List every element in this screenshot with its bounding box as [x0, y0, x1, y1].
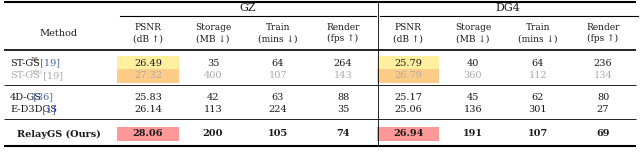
Text: 25.83: 25.83 — [134, 93, 162, 101]
Text: Render
(fps ↑): Render (fps ↑) — [586, 23, 620, 43]
Text: 360: 360 — [464, 72, 483, 80]
Text: 27: 27 — [596, 106, 609, 114]
Text: 191: 191 — [463, 129, 483, 138]
Text: ST-GS: ST-GS — [10, 72, 40, 80]
Text: 26.49: 26.49 — [134, 59, 162, 68]
Text: 45: 45 — [467, 93, 479, 101]
Text: 26.14: 26.14 — [134, 106, 162, 114]
Text: Render
(fps ↑): Render (fps ↑) — [326, 23, 360, 43]
Text: 27.32: 27.32 — [134, 72, 162, 80]
Text: [19]: [19] — [37, 59, 60, 68]
Text: 26.94: 26.94 — [393, 129, 423, 138]
Text: Train
(mins ↓): Train (mins ↓) — [518, 23, 557, 43]
Text: 134: 134 — [594, 72, 612, 80]
Text: 88: 88 — [337, 93, 349, 101]
Text: ST-GS: ST-GS — [10, 59, 40, 68]
Text: Train
(mins ↓): Train (mins ↓) — [259, 23, 298, 43]
Text: PSNR
(dB ↑): PSNR (dB ↑) — [133, 23, 163, 43]
Text: 35: 35 — [207, 59, 219, 68]
Text: 64: 64 — [532, 59, 544, 68]
Text: [19]: [19] — [40, 72, 63, 80]
Text: 63: 63 — [272, 93, 284, 101]
Text: GZ: GZ — [240, 3, 256, 13]
Text: 25.06: 25.06 — [394, 106, 422, 114]
Bar — [117, 56, 179, 70]
Text: 143: 143 — [333, 72, 353, 80]
Text: Method: Method — [40, 28, 78, 38]
Text: 35: 35 — [337, 106, 349, 114]
Bar — [377, 69, 439, 83]
Text: 40: 40 — [467, 59, 479, 68]
Text: 236: 236 — [594, 59, 612, 68]
Text: E-D3DGS: E-D3DGS — [10, 106, 57, 114]
Bar — [117, 127, 179, 141]
Text: RelayGS (Ours): RelayGS (Ours) — [17, 129, 101, 138]
Text: 64: 64 — [272, 59, 284, 68]
Text: Storage
(MB ↓): Storage (MB ↓) — [455, 23, 491, 43]
Text: 80: 80 — [597, 93, 609, 101]
Text: 113: 113 — [204, 106, 222, 114]
Text: 62: 62 — [532, 93, 544, 101]
Text: 4D-GS: 4D-GS — [10, 93, 42, 101]
Text: 42: 42 — [207, 93, 220, 101]
Text: 224: 224 — [269, 106, 287, 114]
Text: [36]: [36] — [31, 93, 54, 101]
Text: 264: 264 — [333, 59, 352, 68]
Text: PSNR
(dB ↑): PSNR (dB ↑) — [393, 23, 423, 43]
Text: 25.79: 25.79 — [394, 59, 422, 68]
Text: 28.06: 28.06 — [132, 129, 163, 138]
Text: 400: 400 — [204, 72, 222, 80]
Text: 25.17: 25.17 — [394, 93, 422, 101]
Bar — [117, 69, 179, 83]
Text: 16: 16 — [31, 57, 38, 62]
Text: 200: 200 — [203, 129, 223, 138]
Text: 26.79: 26.79 — [394, 72, 422, 80]
Text: 69: 69 — [596, 129, 610, 138]
Text: 136: 136 — [464, 106, 483, 114]
Text: 107: 107 — [528, 129, 548, 138]
Text: 105: 105 — [268, 129, 288, 138]
Bar — [377, 127, 439, 141]
Text: 107: 107 — [269, 72, 287, 80]
Bar — [377, 56, 439, 70]
Text: 112: 112 — [529, 72, 547, 80]
Text: Storage
(MB ↓): Storage (MB ↓) — [195, 23, 231, 43]
Text: DG4: DG4 — [495, 3, 520, 13]
Text: 250: 250 — [31, 70, 42, 75]
Text: 301: 301 — [529, 106, 547, 114]
Text: 74: 74 — [336, 129, 349, 138]
Text: [1]: [1] — [38, 106, 56, 114]
